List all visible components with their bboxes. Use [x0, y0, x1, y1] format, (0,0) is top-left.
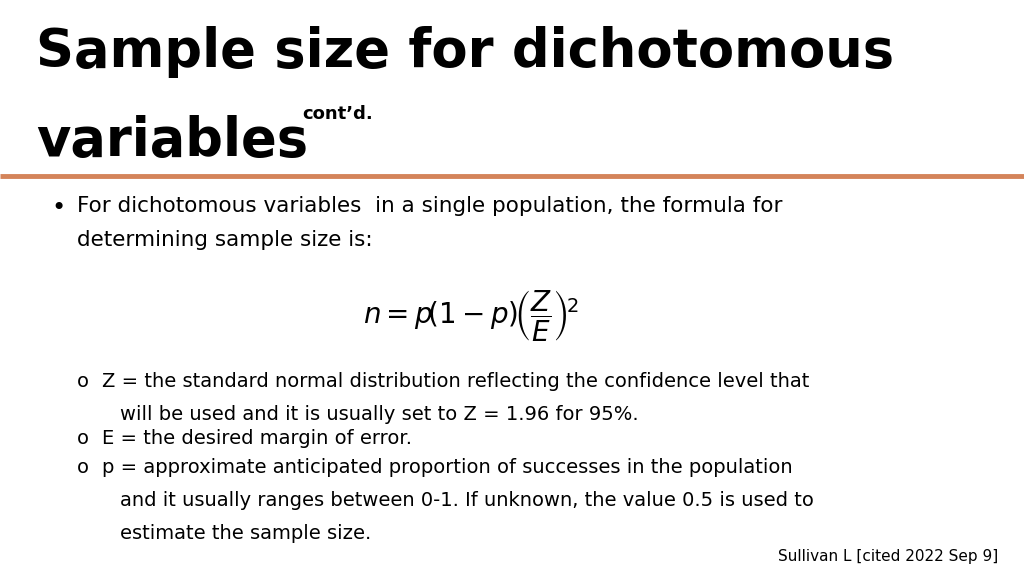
Text: o: o: [77, 429, 89, 448]
Text: E = the desired margin of error.: E = the desired margin of error.: [102, 429, 413, 448]
Text: determining sample size is:: determining sample size is:: [77, 230, 373, 251]
Text: •: •: [51, 196, 66, 220]
Text: For dichotomous variables  in a single population, the formula for: For dichotomous variables in a single po…: [77, 196, 782, 216]
Text: variables: variables: [36, 115, 308, 167]
Text: o: o: [77, 372, 89, 391]
Text: Z = the standard normal distribution reflecting the confidence level that: Z = the standard normal distribution ref…: [102, 372, 810, 391]
Text: Sullivan L [cited 2022 Sep 9]: Sullivan L [cited 2022 Sep 9]: [778, 550, 998, 564]
Text: $n = p\!\left(1-p\right)\!\left(\dfrac{Z}{E}\right)^{\!2}$: $n = p\!\left(1-p\right)\!\left(\dfrac{Z…: [364, 288, 579, 343]
Text: Sample size for dichotomous: Sample size for dichotomous: [36, 26, 894, 78]
Text: will be used and it is usually set to Z = 1.96 for 95%.: will be used and it is usually set to Z …: [120, 405, 638, 424]
Text: estimate the sample size.: estimate the sample size.: [120, 524, 371, 543]
Text: and it usually ranges between 0-1. If unknown, the value 0.5 is used to: and it usually ranges between 0-1. If un…: [120, 491, 814, 510]
Text: p = approximate anticipated proportion of successes in the population: p = approximate anticipated proportion o…: [102, 458, 793, 477]
Text: cont’d.: cont’d.: [302, 105, 373, 123]
Text: o: o: [77, 458, 89, 477]
